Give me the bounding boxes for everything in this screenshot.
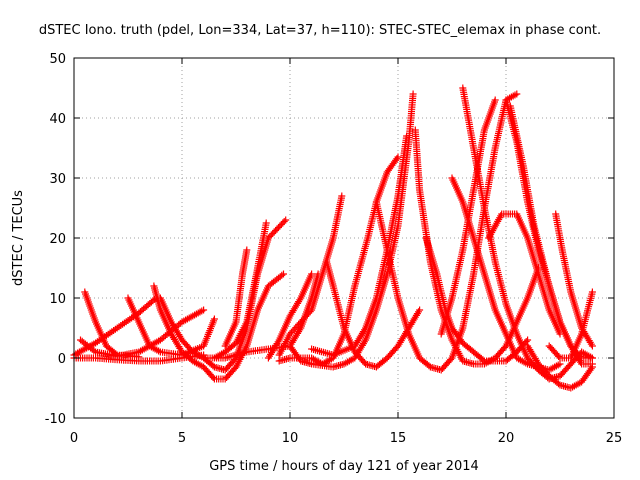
data-series <box>524 342 596 392</box>
x-tick-label: 15 <box>390 431 407 446</box>
y-tick-label: 20 <box>49 232 66 247</box>
series-markers <box>286 90 417 371</box>
y-tick-label: 30 <box>49 172 66 187</box>
chart-title: dSTEC Iono. truth (pdel, Lon=334, Lat=37… <box>39 23 601 38</box>
y-tick-label: 50 <box>49 52 66 67</box>
data-series <box>221 246 251 350</box>
series-markers <box>437 96 499 338</box>
data-series <box>81 288 143 361</box>
y-tick-label: -10 <box>45 412 66 427</box>
series-markers <box>150 270 287 383</box>
data-series <box>286 90 417 371</box>
x-axis-label: GPS time / hours of day 121 of year 2014 <box>209 459 479 474</box>
x-tick-label: 5 <box>178 431 186 446</box>
series-markers <box>524 342 596 392</box>
series-markers <box>81 288 143 361</box>
x-tick-label: 20 <box>498 431 515 446</box>
y-tick-label: 10 <box>49 292 66 307</box>
x-tick-label: 25 <box>606 431 623 446</box>
data-points <box>70 84 596 392</box>
data-series <box>150 270 287 383</box>
x-tick-label: 10 <box>282 431 299 446</box>
series-markers <box>221 246 251 350</box>
series-markers <box>448 174 564 374</box>
y-tick-label: 40 <box>49 112 66 127</box>
data-series <box>275 192 346 359</box>
series-markers <box>545 288 596 362</box>
data-series <box>437 96 499 338</box>
series-markers <box>485 210 564 338</box>
axes: 0 5 10 15 20 25 -10 0 10 20 30 40 50 <box>45 52 623 446</box>
data-series <box>545 288 596 362</box>
y-tick-label: 0 <box>58 352 66 367</box>
y-axis-label: dSTEC / TECUs <box>11 190 26 286</box>
data-series <box>264 270 316 362</box>
x-tick-label: 0 <box>70 431 78 446</box>
data-series <box>448 174 564 374</box>
series-markers <box>264 270 316 362</box>
series-markers <box>275 192 346 359</box>
data-series <box>485 210 564 338</box>
